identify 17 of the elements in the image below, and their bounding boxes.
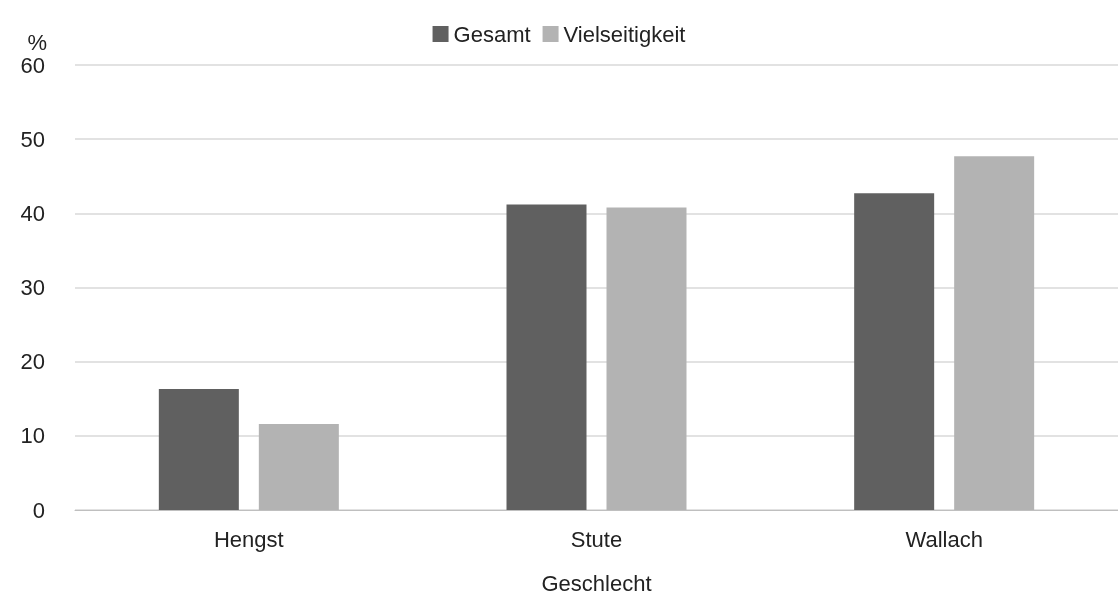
y-tick-label: 0 (32, 497, 45, 523)
y-tick-label: 20 (20, 349, 45, 375)
y-tick-label: 50 (20, 126, 45, 152)
x-tick-label: Hengst (213, 526, 284, 552)
y-tick-label: 30 (20, 275, 45, 300)
legend-label: Gesamt (453, 21, 531, 47)
y-tick-label: 60 (20, 52, 45, 78)
bar (854, 193, 935, 510)
bar (158, 389, 239, 510)
y-axis-title: % (27, 29, 47, 55)
y-tick-label: 40 (20, 200, 45, 226)
x-tick-label: Wallach (905, 526, 983, 552)
x-axis-title: Geschlecht (541, 570, 652, 596)
bar (506, 204, 587, 510)
legend-label: Vielseitigkeit (563, 21, 686, 47)
y-tick-label: 10 (20, 423, 45, 449)
x-tick-label: Stute (570, 526, 623, 552)
